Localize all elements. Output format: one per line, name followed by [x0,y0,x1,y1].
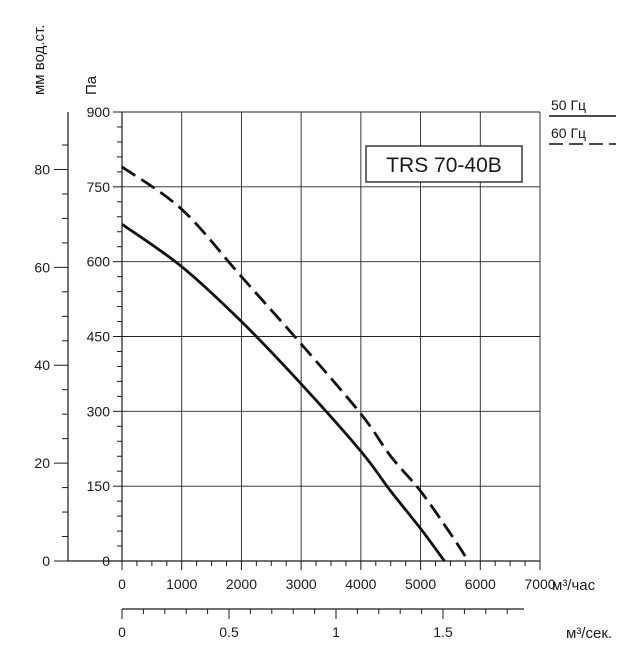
curve-50hz [121,223,446,562]
tick-labels: 0 150 300 450 600 750 900 0 20 40 60 80 0 1000 2000 300… [34,104,555,640]
legend-label-60hz: 60 Гц [551,125,586,141]
legend-label-50hz: 50 Гц [551,97,586,113]
x-tick-label: 3000 [286,576,317,592]
title-box: TRS 70-40B [365,145,523,183]
x2-tick-label: 0.5 [219,624,239,640]
y-tick-label-mm: 60 [34,259,50,275]
y-axis-label-pa: Па [83,75,100,95]
x-tick-label: 6000 [465,576,496,592]
y-tick-label-mm: 40 [34,357,50,373]
y-tick-label-mm: 20 [34,455,50,471]
y-tick-label-pa: 150 [87,478,111,494]
y-tick-label-pa: 300 [87,403,111,419]
x-tick-label: 0 [118,576,126,592]
curves [121,165,470,562]
x-tick-label: 1000 [166,576,197,592]
y-tick-label-mm: 0 [42,553,50,569]
x2-axis-label: м³/сек. [566,625,612,642]
y-tick-label-pa: 0 [102,553,110,569]
chart-title: TRS 70-40B [386,154,502,177]
x2-tick-label: 1.5 [433,624,453,640]
y-tick-label-pa: 450 [87,329,111,345]
x-axis-label: м³/час [552,577,596,594]
curve-60hz [121,165,470,562]
y-axis-label-mm: мм вод.ст. [31,25,48,95]
grid-lines [122,111,541,561]
tick-marks [54,111,541,619]
title-frame [365,145,523,183]
x-tick-label: 2000 [226,576,257,592]
x-tick-label: 4000 [345,576,376,592]
y-tick-label-pa: 750 [87,179,111,195]
x2-tick-label: 1 [332,624,340,640]
x-tick-label: 7000 [524,576,555,592]
y-tick-label-pa: 900 [87,104,111,120]
legend: 50 Гц 60 Гц [549,97,616,145]
x-tick-label: 5000 [405,576,436,592]
y-tick-label-pa: 600 [87,254,111,270]
y-tick-label-mm: 80 [34,161,50,177]
x2-tick-label: 0 [118,624,126,640]
